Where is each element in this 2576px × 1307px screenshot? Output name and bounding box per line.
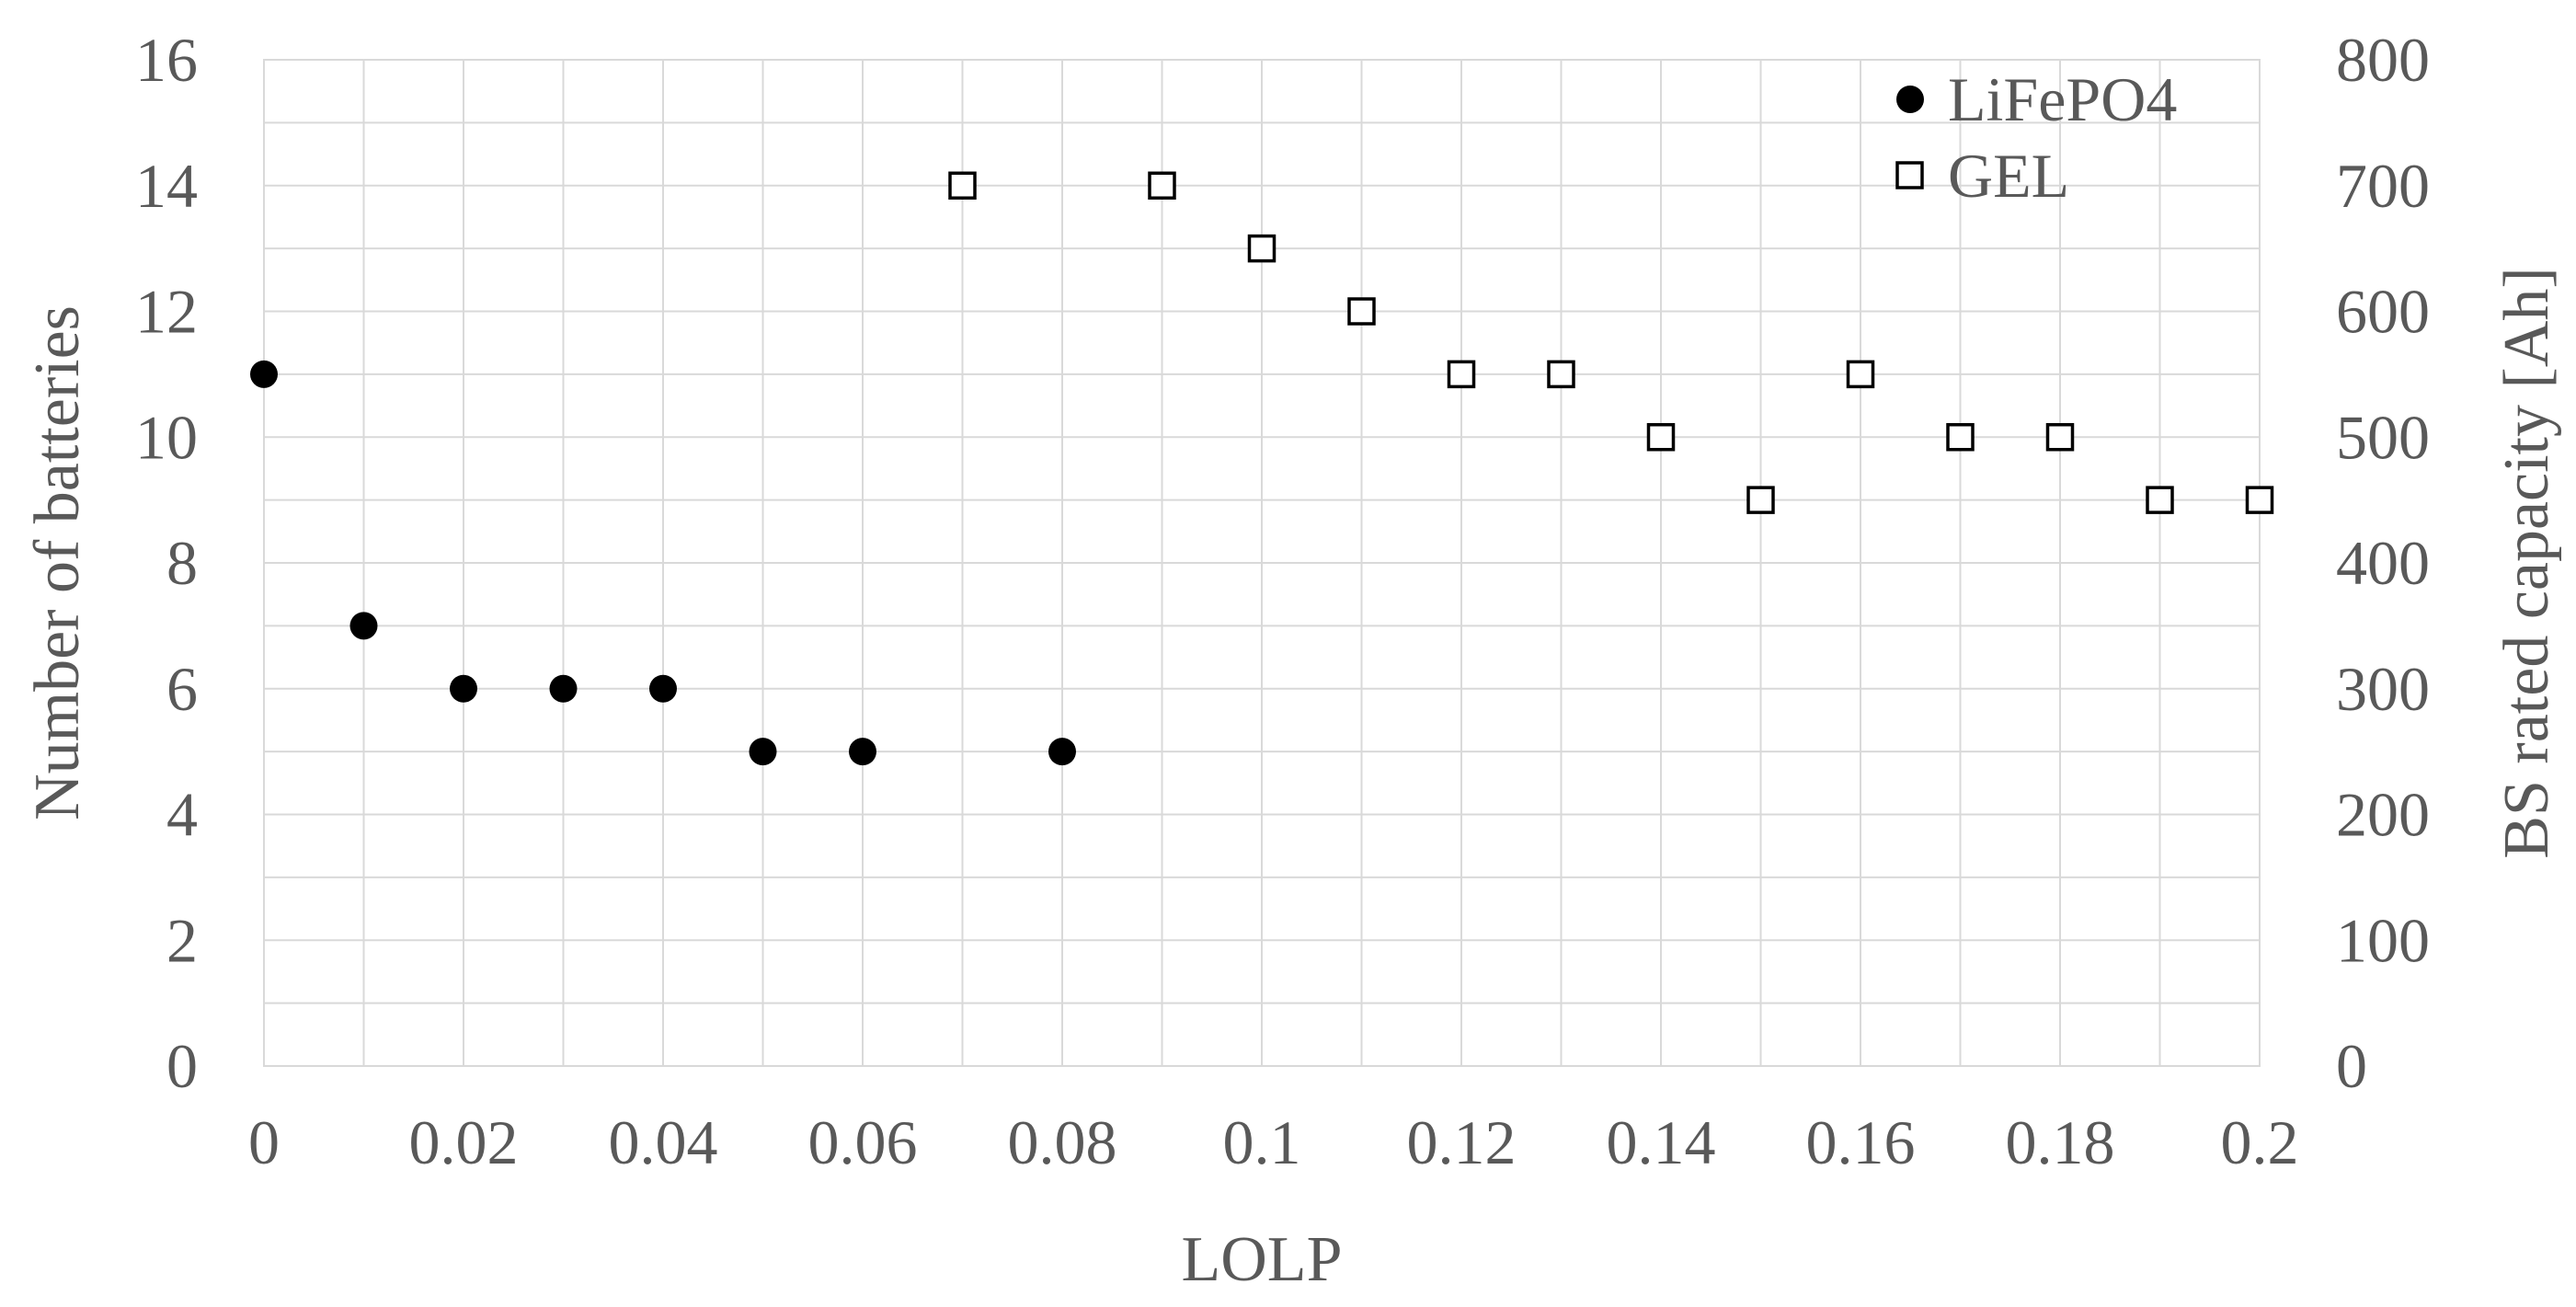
point-lifepo4	[649, 674, 677, 703]
x-axis: 0 0.02 0.04 0.06 0.08 0.1 0.12 0.14 0.16 0.18 0.2	[248, 1107, 2299, 1177]
y2-tick-label: 200	[2336, 780, 2430, 850]
y-tick-label: 0	[166, 1031, 198, 1101]
legend-label-gel: GEL	[1948, 141, 2069, 211]
point-gel	[1447, 360, 1476, 389]
y-tick-label: 16	[135, 25, 198, 95]
y-tick-label: 2	[166, 905, 198, 975]
y2-tick-label: 400	[2336, 528, 2430, 598]
x-tick-label: 0.2	[2221, 1107, 2299, 1177]
x-tick-label: 0.08	[1008, 1107, 1117, 1177]
point-lifepo4	[1048, 738, 1076, 766]
point-lifepo4	[450, 674, 477, 703]
y2-tick-label: 500	[2336, 402, 2430, 472]
y2-tick-label: 0	[2336, 1031, 2367, 1101]
grid	[263, 59, 2261, 1067]
y-tick-label: 14	[135, 151, 198, 221]
point-gel	[1247, 234, 1277, 263]
legend-marker-lifepo4	[1896, 86, 1924, 113]
y-tick-label: 6	[166, 654, 198, 724]
y2-tick-label: 700	[2336, 151, 2430, 221]
point-lifepo4	[549, 674, 578, 703]
x-tick-label: 0.04	[609, 1107, 718, 1177]
x-axis-title: LOLP	[1182, 1224, 1343, 1295]
series-points	[250, 171, 2274, 766]
point-gel	[1846, 360, 1875, 389]
point-gel	[1646, 423, 1676, 452]
x-tick-label: 0.12	[1407, 1107, 1517, 1177]
legend: LiFePO4 GEL	[1895, 64, 2177, 211]
y-axis-right: 0 100 200 300 400 500 600 700 800	[2336, 25, 2430, 1101]
x-tick-label: 0.1	[1223, 1107, 1301, 1177]
point-gel	[1347, 297, 1376, 326]
y-tick-label: 10	[135, 402, 198, 472]
point-lifepo4	[849, 738, 876, 766]
x-tick-label: 0	[248, 1107, 280, 1177]
point-gel	[1148, 171, 1176, 200]
legend-item-lifepo4: LiFePO4	[1896, 64, 2177, 134]
y2-tick-label: 100	[2336, 905, 2430, 975]
plot-area	[263, 59, 2261, 1067]
x-tick-label: 0.14	[1607, 1107, 1716, 1177]
point-gel	[2045, 423, 2075, 452]
point-gel	[1946, 423, 1975, 452]
legend-item-gel: GEL	[1895, 141, 2069, 211]
legend-marker-gel	[1895, 161, 1924, 189]
point-gel	[948, 171, 977, 200]
y-tick-label: 12	[135, 277, 198, 347]
legend-label-lifepo4: LiFePO4	[1948, 64, 2177, 134]
point-lifepo4	[349, 612, 378, 640]
point-gel	[1746, 486, 1775, 514]
y-axis-left: 0 2 4 6 8 10 12 14 16	[135, 25, 198, 1101]
point-gel	[1547, 360, 1575, 389]
x-tick-label: 0.06	[808, 1107, 918, 1177]
y-tick-label: 8	[166, 528, 198, 598]
y-axis-title: Number of batteries	[22, 305, 93, 820]
x-tick-label: 0.02	[409, 1107, 519, 1177]
point-lifepo4	[250, 360, 278, 388]
point-gel	[2146, 486, 2174, 514]
y2-axis-title: BS rated capacity [Ah]	[2491, 267, 2562, 858]
point-lifepo4	[749, 738, 777, 766]
y2-tick-label: 800	[2336, 25, 2430, 95]
x-tick-label: 0.18	[2006, 1107, 2115, 1177]
y2-tick-label: 300	[2336, 654, 2430, 724]
y2-tick-label: 600	[2336, 277, 2430, 347]
y-tick-label: 4	[166, 780, 198, 850]
x-tick-label: 0.16	[1806, 1107, 1916, 1177]
point-gel	[2245, 486, 2274, 514]
